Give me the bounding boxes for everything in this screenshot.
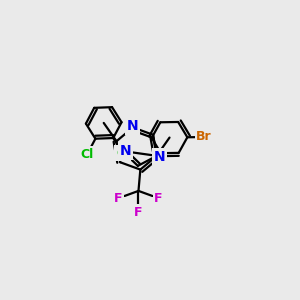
Text: N: N xyxy=(120,144,131,158)
Text: N: N xyxy=(154,150,166,164)
Text: N: N xyxy=(127,119,139,133)
Text: F: F xyxy=(114,192,123,205)
Text: Cl: Cl xyxy=(80,148,94,161)
Text: Cl: Cl xyxy=(116,147,129,160)
Text: F: F xyxy=(154,192,163,205)
Text: F: F xyxy=(134,206,143,219)
Text: Br: Br xyxy=(196,130,212,143)
